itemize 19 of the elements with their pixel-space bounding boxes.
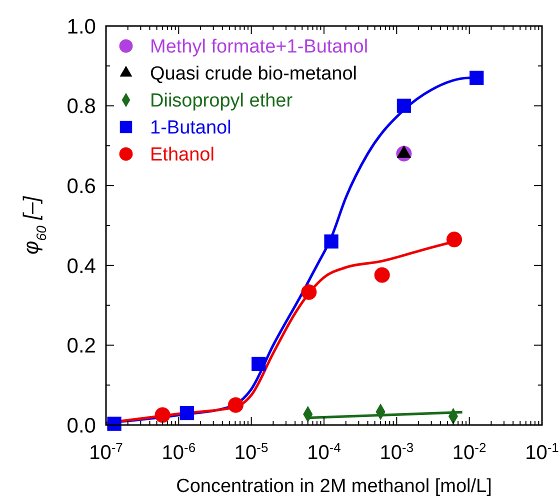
x-tick-label: 10$^{-7}$ — [89, 440, 123, 464]
y-tick-label: 0.8 — [66, 95, 96, 118]
y-tick-label: 0.6 — [66, 174, 96, 198]
x-tick-label: 10$^{-3}$ — [380, 440, 414, 464]
x-tick-label: 10$^{-2}$ — [452, 440, 486, 464]
y-tick-label: 1.0 — [66, 15, 96, 38]
x-tick-label: 10$^{-4}$ — [307, 440, 341, 464]
legend-label: Methyl formate+1-Butanol — [150, 36, 368, 58]
legend-label: Ethanol — [150, 144, 214, 166]
x-axis-title: Concentration in 2M methanol [mol/L] — [176, 476, 492, 497]
y-tick-label: 0.4 — [66, 254, 96, 278]
x-tick-label: 10$^{-1}$ — [525, 440, 559, 464]
x-tick-label: 10$^{-6}$ — [162, 440, 196, 464]
legend-label: Quasi crude bio-metanol — [150, 64, 357, 85]
legend-label: 1-Butanol — [150, 118, 232, 139]
legend-label: Diisopropyl ether — [150, 90, 294, 112]
y-tick-label: 0.0 — [66, 414, 96, 438]
x-tick-label: 10$^{-5}$ — [234, 440, 268, 464]
y-tick-label: 0.2 — [66, 334, 96, 358]
